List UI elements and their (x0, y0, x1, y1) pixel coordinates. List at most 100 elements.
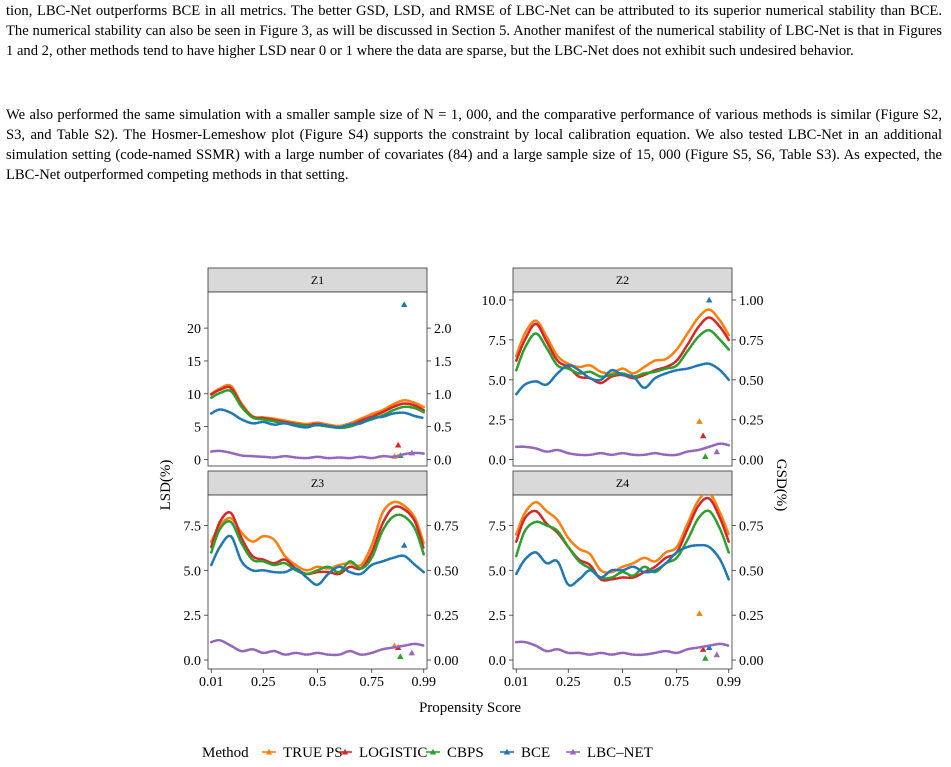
gsd-tick-label: 0.50 (739, 564, 764, 579)
legend-entry: LOGISTIC (359, 745, 427, 761)
panel-series (515, 296, 730, 459)
figure-lsd-gsd-panels: LSD(%) GSD(%) Propensity Score Z1 0 5 10 15 2… (158, 267, 789, 761)
lsd-tick-label: 10.0 (482, 294, 507, 309)
gsd-marker-bce (401, 542, 408, 548)
x-tick-label: 0.25 (251, 675, 276, 690)
lsd-tick-label: 5.0 (489, 564, 507, 579)
panel-strip (512, 470, 733, 496)
legend-entry: LBC–NET (587, 745, 653, 761)
lsd-tick-label: 2.5 (489, 414, 507, 429)
legend-key-marker (429, 748, 437, 755)
gsd-tick-label: 0.25 (739, 609, 764, 624)
legend-key-marker (265, 748, 273, 755)
lsd-tick-label: 5.0 (184, 564, 202, 579)
panel-strip (207, 470, 428, 496)
panel-strip (207, 267, 428, 293)
lsd-tick-label: 20 (187, 322, 201, 337)
gsd-marker-true-ps (696, 418, 703, 424)
lsd-line-true-ps (515, 495, 730, 574)
panel-z1: Z1 0 5 10 15 20 0.0 0.5 1.0 1.5 2.0 (187, 267, 452, 468)
legend-entry: TRUE PS (283, 745, 343, 761)
lsd-line-lbc-net (515, 640, 730, 657)
legend: Method TRUE PS LOGISTIC CBPS BCE LBC–NET (202, 745, 653, 761)
lsd-tick-label: 2.5 (489, 609, 507, 624)
legend-key-marker (569, 748, 577, 755)
lsd-tick-label: 7.5 (489, 519, 507, 534)
lsd-tick-label: 15 (187, 355, 201, 370)
x-tick-label: 0.01 (199, 675, 224, 690)
y-axis-label-right: GSD(%) (773, 459, 789, 512)
lsd-tick-label: 5.0 (489, 374, 507, 389)
lsd-line-lbc-net (515, 442, 730, 457)
gsd-marker-lbc-net (713, 651, 721, 658)
lsd-line-logistic (210, 505, 425, 576)
gsd-tick-label: 0.50 (739, 374, 764, 389)
panel-z3: Z3 0.0 2.5 5.0 7.5 0.00 0.25 0.50 0.75 0.01 0.25 0.… (184, 470, 459, 690)
panel-series (210, 500, 425, 660)
gsd-tick-label: 0.00 (434, 654, 459, 669)
panel-series (210, 301, 425, 460)
lsd-line-bce (515, 543, 730, 587)
x-axis-label: Propensity Score (419, 700, 521, 716)
gsd-tick-label: 0.75 (739, 519, 764, 534)
gsd-marker-bce (401, 301, 408, 308)
lsd-tick-label: 0.0 (184, 654, 202, 669)
panel-z4: Z4 0.0 2.5 5.0 7.5 0.00 0.25 0.50 0.75 0.01 0.25 0.… (489, 470, 764, 690)
gsd-tick-label: 0.75 (434, 519, 459, 534)
lsd-tick-label: 10 (187, 388, 201, 403)
gsd-marker-lbc-net (408, 649, 416, 656)
x-tick-label: 0.01 (504, 675, 529, 690)
gsd-tick-label: 1.0 (434, 388, 452, 403)
gsd-marker-true-ps (696, 610, 703, 616)
gsd-marker-bce (706, 296, 713, 303)
panel-strip-label: Z3 (311, 476, 324, 490)
lsd-line-lbc-net (210, 638, 425, 657)
gsd-tick-label: 0.0 (434, 453, 452, 468)
lsd-line-cbps (210, 513, 425, 576)
gsd-marker-bce (706, 644, 713, 651)
lsd-line-true-ps (210, 500, 425, 572)
gsd-tick-label: 1.5 (434, 355, 452, 370)
x-tick-label: 0.5 (309, 675, 327, 690)
x-tick-label: 0.99 (411, 675, 436, 690)
gsd-tick-label: 0.25 (434, 609, 459, 624)
lsd-tick-label: 0.0 (489, 454, 507, 469)
gsd-tick-label: 0.75 (739, 334, 764, 349)
lsd-tick-label: 5 (194, 421, 201, 436)
lsd-line-lbc-net (210, 449, 425, 460)
lsd-line-cbps (515, 509, 730, 580)
paragraph-2: We also performed the same simulation wi… (6, 107, 942, 183)
x-tick-label: 0.25 (556, 675, 581, 690)
panel-frame (207, 494, 428, 670)
panel-frame (207, 291, 428, 467)
lsd-tick-label: 0 (194, 453, 201, 468)
panel-strip-label: Z2 (616, 273, 629, 287)
x-tick-label: 0.5 (614, 675, 632, 690)
x-tick-label: 0.75 (359, 675, 384, 690)
gsd-marker-cbps (397, 653, 404, 660)
gsd-tick-label: 0.00 (739, 454, 764, 469)
panel-strip (512, 267, 733, 293)
lsd-tick-label: 7.5 (184, 519, 202, 534)
panel-series (515, 495, 730, 661)
lsd-tick-label: 2.5 (184, 609, 202, 624)
gsd-tick-label: 2.0 (434, 322, 452, 337)
panel-strip-label: Z4 (616, 476, 629, 490)
gsd-marker-lbc-net (408, 449, 416, 456)
lsd-line-cbps (515, 328, 730, 378)
panel-strip-label: Z1 (311, 273, 324, 287)
gsd-tick-label: 1.00 (739, 294, 764, 309)
lsd-tick-label: 0.0 (489, 654, 507, 669)
gsd-marker-lbc-net (713, 448, 721, 455)
gsd-tick-label: 0.50 (434, 564, 459, 579)
gsd-marker-logistic (394, 441, 402, 448)
lsd-line-bce (515, 362, 730, 396)
paragraph-1: tion, LBC-Net outperforms BCE in all met… (6, 3, 942, 59)
gsd-tick-label: 0.00 (739, 654, 764, 669)
gsd-marker-logistic (699, 646, 707, 652)
gsd-marker-cbps (702, 453, 709, 459)
lsd-line-true-ps (515, 308, 730, 375)
legend-key-marker (503, 748, 511, 755)
legend-title: Method (202, 745, 249, 761)
gsd-marker-cbps (702, 655, 709, 661)
